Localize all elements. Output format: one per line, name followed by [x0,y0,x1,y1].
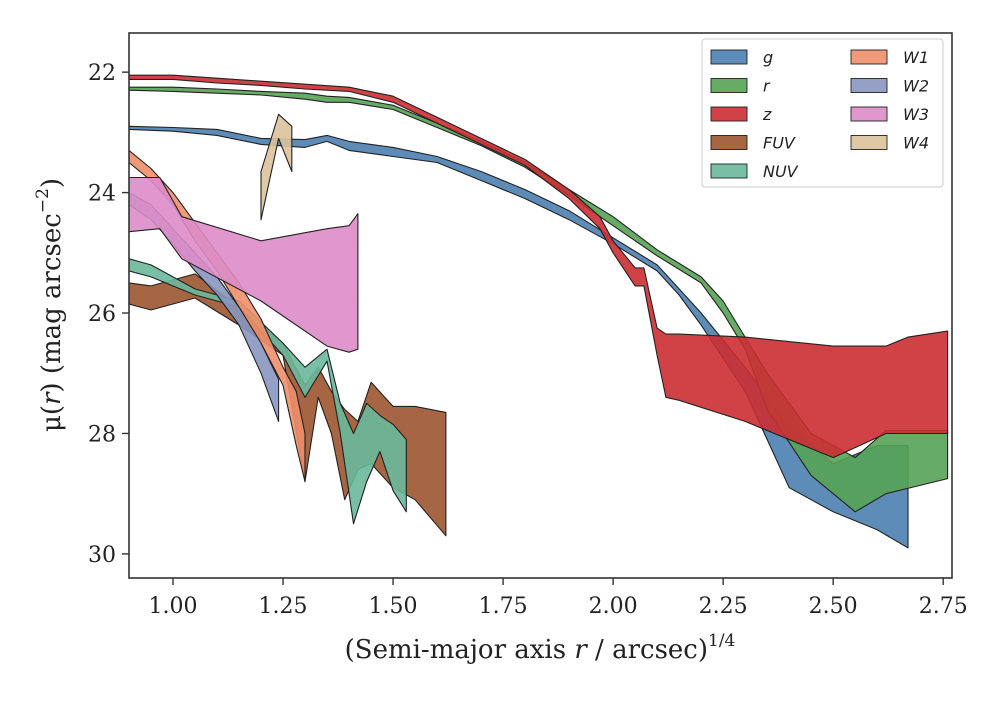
legend-item-w3: W3 [850,105,929,124]
legend-swatch [850,78,888,93]
legend-items: grz FUV NUV W1 W2 W3 W4 [710,48,929,181]
legend-item-r: r [710,77,771,96]
x-tick-label: 2.75 [919,594,968,619]
legend-label: z [762,105,772,124]
legend-label: W3 [903,105,929,124]
legend-swatch [710,78,748,93]
legend-item-w1: W1 [850,48,929,67]
y-axis-label-exponent: −2 [33,188,53,213]
x-tick-label: 1.50 [369,594,418,619]
legend-swatch [710,163,748,179]
legend-item-w4: W4 [850,134,929,153]
y-axis-label: μ(r) (mag arcsec−2) [33,178,67,432]
y-axis-label-text: ) (mag arcsec [37,213,67,392]
legend-label: FUV [763,134,796,153]
y-axis-label-mu: μ( [37,405,67,432]
legend-item-w2: W2 [850,77,929,96]
x-tick-label: 2.00 [589,594,638,619]
x-tick-label: 1.00 [149,594,198,619]
series-layer [129,74,949,549]
series-band-w4 [260,113,293,221]
x-axis-label-unit: / arcsec) [587,635,708,665]
legend-item-g: g [710,48,773,67]
legend-label: g [763,48,773,67]
legend-swatch [710,49,748,65]
legend-label: W2 [903,77,929,96]
y-tick-label: 22 [88,61,116,86]
y-tick-label: 28 [88,422,116,447]
series-band-g [129,125,909,549]
y-tick-label: 26 [88,302,116,327]
legend-swatch [850,135,888,150]
plot-frame [128,32,953,579]
y-tick-label: 30 [88,543,116,568]
y-axis-label-var: r [37,391,67,405]
x-axis-label: (Semi-major axis r / arcsec)1/4 [345,631,736,665]
x-tick-label: 1.75 [479,594,528,619]
y-axis-label-close: ) [37,178,67,188]
legend-label: r [763,77,771,96]
legend-swatch [850,49,888,65]
legend-item-fuv: FUV [710,134,796,153]
legend-swatch [710,135,748,150]
axis-layer: 1.00 1.25 1.50 1.75 2.00 2.25 2.50 2.75 22 24 26 28… [88,61,968,619]
x-axis-label-var: r [574,635,588,665]
x-axis-label-text: (Semi-major axis [345,635,575,665]
x-tick-label: 2.25 [699,594,748,619]
series-band-w3 [129,176,359,353]
legend: grz FUV NUV W1 W2 W3 W4 [701,38,944,188]
legend-frame [701,38,944,188]
legend-label: NUV [763,162,799,181]
legend-label: W4 [903,134,929,153]
legend-item-z: z [710,105,772,124]
legend-item-nuv: NUV [710,162,799,181]
legend-label: W1 [903,48,929,67]
legend-swatch [710,106,748,122]
x-tick-label: 2.50 [809,594,858,619]
legend-swatch [850,106,888,122]
series-band-z [129,74,949,459]
x-tick-label: 1.25 [259,594,308,619]
x-axis-label-exponent: 1/4 [708,631,735,651]
y-tick-label: 24 [88,182,116,207]
